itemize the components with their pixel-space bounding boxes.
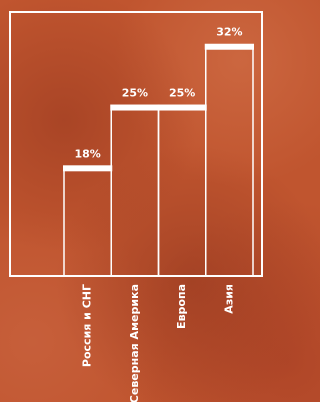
value-label: 32% — [216, 26, 242, 39]
value-label: 25% — [169, 87, 195, 100]
page: 18% Россия и СНГ 25% Северная Америка 25% Евр… — [0, 0, 271, 402]
x-tick-label: Северная Америка — [128, 284, 141, 402]
chart: 18% Россия и СНГ 25% Северная Америка 25% Евр… — [0, 0, 271, 402]
bar — [158, 105, 207, 276]
x-tick-label: Азия — [222, 284, 235, 314]
bar — [205, 44, 254, 276]
x-tick-label: Европа — [175, 284, 188, 329]
frame — [10, 12, 262, 276]
value-label: 18% — [74, 147, 100, 160]
value-label: 25% — [122, 87, 148, 100]
x-tick-label: Россия и СНГ — [81, 284, 94, 367]
bar — [63, 165, 112, 276]
bar — [110, 105, 159, 276]
